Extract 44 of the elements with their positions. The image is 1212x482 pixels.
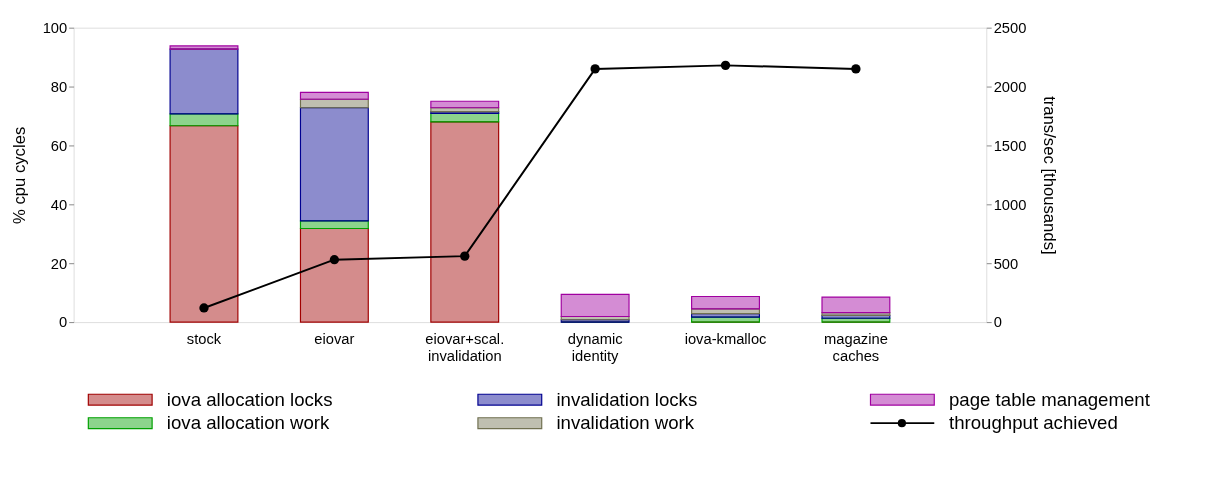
y-tick-label: 60 [50, 137, 68, 154]
bar [299, 220, 369, 230]
legend-label: iova allocation work [166, 412, 331, 434]
y2-tick-label: 2000 [993, 78, 1027, 95]
bar [169, 48, 239, 115]
bar [299, 107, 369, 222]
legend-label: page table management [948, 388, 1151, 410]
point [590, 64, 600, 74]
bar [430, 121, 500, 323]
bar [560, 293, 630, 318]
legend-label: invalidation locks [556, 388, 698, 410]
bar [430, 100, 500, 109]
x-tick-label: eiovar+scal. invalidation [425, 331, 505, 364]
y-tick-label: 100 [42, 20, 68, 37]
y2-tick-label: 500 [993, 255, 1019, 272]
point [329, 255, 340, 265]
bar [821, 296, 891, 314]
point [460, 251, 470, 261]
legend-label: iova allocation locks [166, 388, 333, 410]
y2-axis-title: trans/sec [thousands] [1040, 96, 1060, 255]
point [720, 60, 731, 71]
bar [430, 112, 500, 123]
bar [169, 125, 239, 323]
legend-label: invalidation work [556, 412, 695, 434]
bar [299, 227, 369, 323]
y-axis-title: % cpu cycles [10, 126, 29, 225]
point [199, 303, 209, 313]
point [851, 64, 861, 74]
bar [299, 91, 369, 100]
y2-tick-label: 2500 [993, 20, 1027, 37]
y-tick-label: 40 [50, 196, 68, 213]
x-tick-label: eiovar [314, 331, 355, 348]
y-tick-label: 20 [50, 255, 68, 272]
x-tick-label: magazine caches [823, 331, 888, 364]
y2-tick-label: 0 [993, 314, 1002, 331]
y2-tick-label: 1000 [993, 196, 1027, 213]
y-tick-label: 0 [59, 314, 68, 331]
x-tick-label: iova-kmalloc [684, 331, 767, 348]
bar [691, 295, 761, 310]
legend-label: throughput achieved [948, 412, 1118, 434]
y2-tick-label: 1500 [993, 137, 1027, 154]
y-tick-label: 80 [50, 78, 68, 95]
x-tick-label: dynamic identity [567, 331, 623, 364]
x-tick-label: stock [186, 331, 222, 348]
